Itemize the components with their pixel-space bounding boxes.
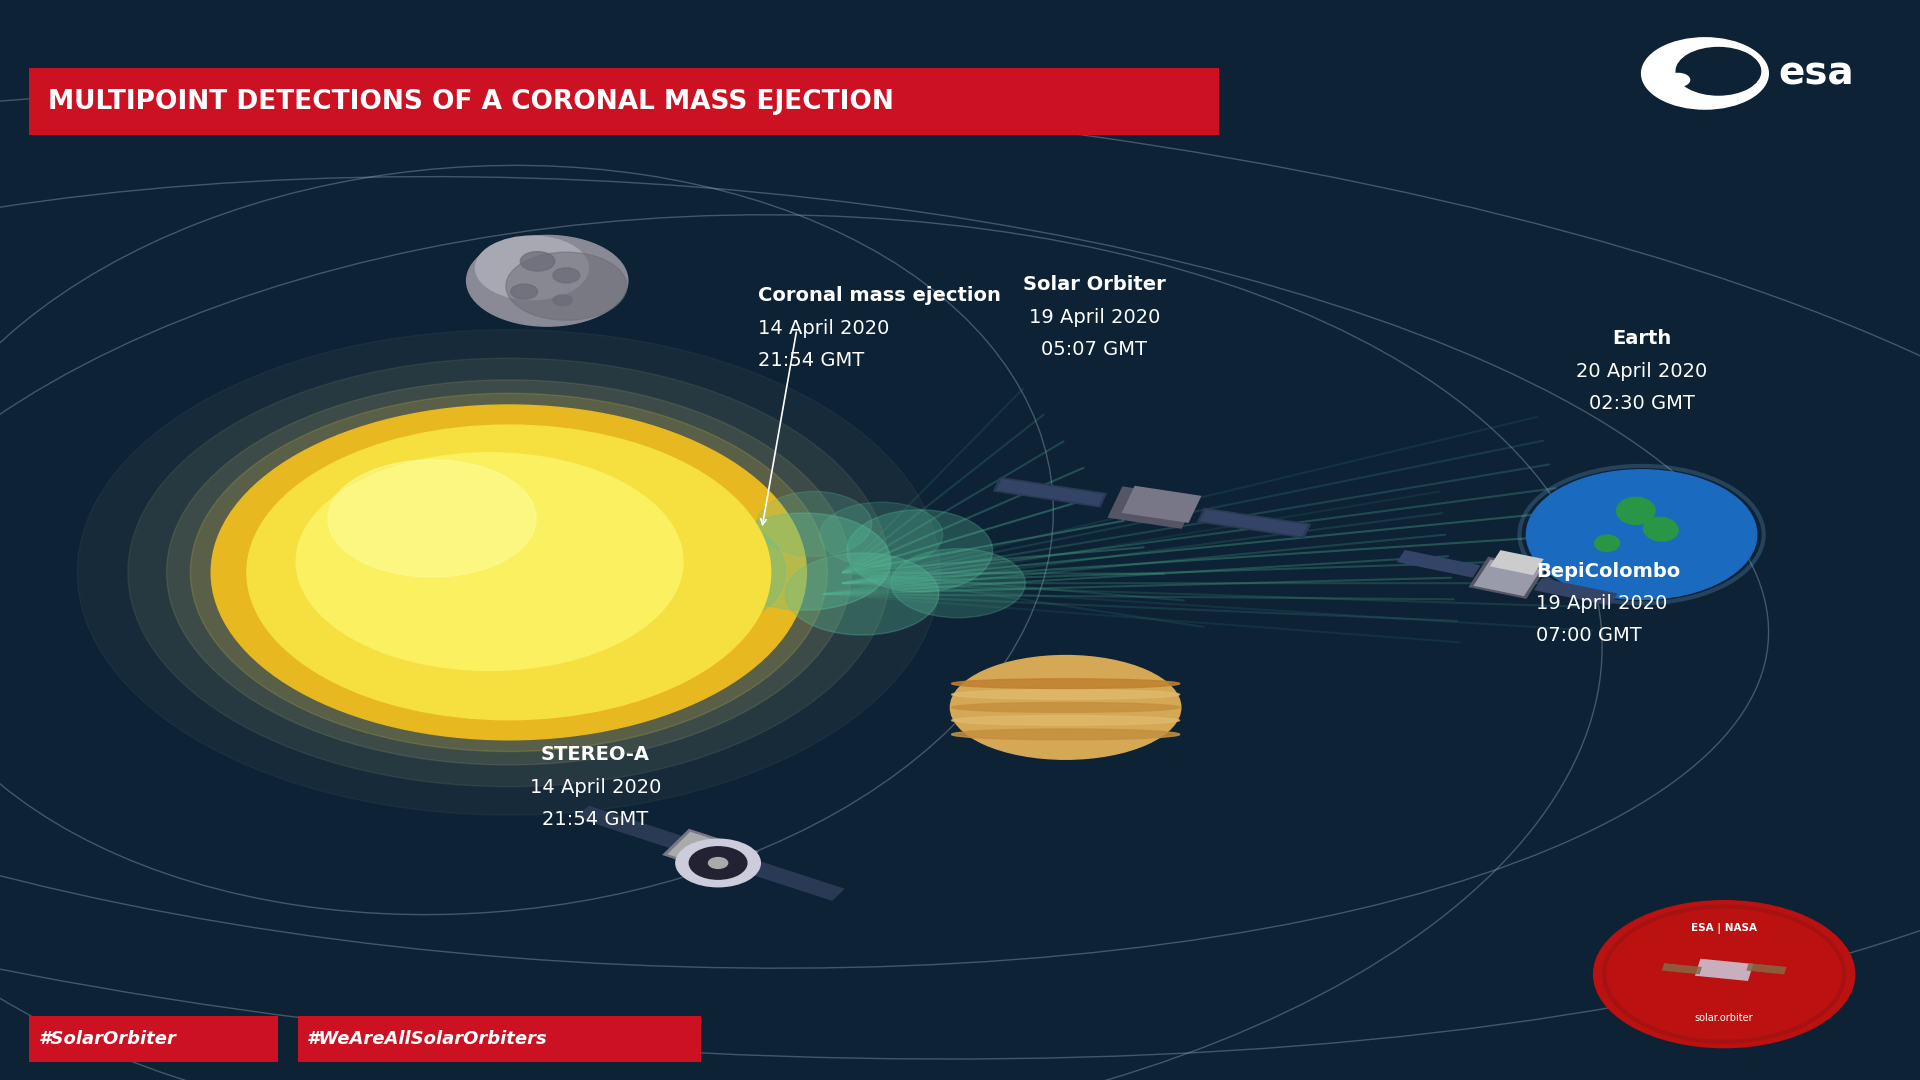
Circle shape xyxy=(505,253,626,320)
Polygon shape xyxy=(735,858,845,901)
Text: 21:54 GMT: 21:54 GMT xyxy=(541,810,649,829)
Circle shape xyxy=(553,268,580,283)
Text: 19 April 2020: 19 April 2020 xyxy=(1536,594,1667,613)
Polygon shape xyxy=(993,476,1108,508)
FancyBboxPatch shape xyxy=(29,1016,278,1062)
Polygon shape xyxy=(1108,486,1196,529)
Circle shape xyxy=(676,839,760,887)
Ellipse shape xyxy=(1594,536,1620,551)
Ellipse shape xyxy=(952,703,1179,713)
Polygon shape xyxy=(1398,550,1480,578)
Polygon shape xyxy=(576,806,685,849)
Polygon shape xyxy=(1490,550,1544,576)
Ellipse shape xyxy=(820,502,943,567)
Circle shape xyxy=(689,847,747,879)
Polygon shape xyxy=(662,828,758,878)
Polygon shape xyxy=(1469,556,1546,599)
Circle shape xyxy=(708,858,728,868)
Polygon shape xyxy=(996,478,1104,505)
Polygon shape xyxy=(1534,578,1617,606)
Text: solar.orbiter: solar.orbiter xyxy=(1695,1013,1753,1023)
Circle shape xyxy=(167,380,851,765)
Ellipse shape xyxy=(718,513,891,610)
Ellipse shape xyxy=(785,553,939,635)
Text: Coronal mass ejection: Coronal mass ejection xyxy=(758,286,1000,306)
Text: Earth: Earth xyxy=(1613,329,1670,349)
Polygon shape xyxy=(1200,510,1308,537)
Circle shape xyxy=(328,460,536,577)
Polygon shape xyxy=(668,832,753,875)
Ellipse shape xyxy=(952,729,1179,740)
Text: esa: esa xyxy=(1778,54,1853,93)
Text: MULTIPOINT DETECTIONS OF A CORONAL MASS EJECTION: MULTIPOINT DETECTIONS OF A CORONAL MASS … xyxy=(48,89,895,114)
Circle shape xyxy=(553,295,572,306)
Circle shape xyxy=(1667,73,1690,86)
Circle shape xyxy=(1642,38,1768,109)
Circle shape xyxy=(296,453,684,671)
Circle shape xyxy=(1676,48,1761,95)
Polygon shape xyxy=(1747,963,1786,974)
Text: 14 April 2020: 14 April 2020 xyxy=(758,319,889,338)
Ellipse shape xyxy=(847,510,993,592)
Text: 05:07 GMT: 05:07 GMT xyxy=(1041,340,1148,360)
Ellipse shape xyxy=(756,491,872,556)
Polygon shape xyxy=(1473,559,1542,596)
FancyBboxPatch shape xyxy=(29,68,1219,135)
Text: 20 April 2020: 20 April 2020 xyxy=(1576,362,1707,381)
Circle shape xyxy=(511,284,538,299)
Text: #SolarOrbiter: #SolarOrbiter xyxy=(38,1030,177,1048)
Circle shape xyxy=(248,426,770,719)
FancyBboxPatch shape xyxy=(298,1016,701,1062)
Circle shape xyxy=(211,405,806,740)
Circle shape xyxy=(476,237,588,299)
Ellipse shape xyxy=(1644,517,1678,541)
Text: ESA | NASA: ESA | NASA xyxy=(1692,923,1757,934)
Circle shape xyxy=(520,252,555,271)
Text: 14 April 2020: 14 April 2020 xyxy=(530,778,660,797)
Text: 02:30 GMT: 02:30 GMT xyxy=(1588,394,1695,414)
Circle shape xyxy=(467,235,628,326)
Polygon shape xyxy=(1121,486,1202,523)
Text: BepiColombo: BepiColombo xyxy=(1536,562,1680,581)
Text: 07:00 GMT: 07:00 GMT xyxy=(1536,626,1642,646)
Text: 19 April 2020: 19 April 2020 xyxy=(1029,308,1160,327)
Ellipse shape xyxy=(950,656,1181,759)
Circle shape xyxy=(1594,901,1855,1048)
Polygon shape xyxy=(1196,508,1311,539)
Ellipse shape xyxy=(952,689,1179,700)
Ellipse shape xyxy=(952,678,1179,689)
Text: #WeAreAllSolarOrbiters: #WeAreAllSolarOrbiters xyxy=(307,1030,547,1048)
Ellipse shape xyxy=(952,715,1179,726)
Circle shape xyxy=(129,359,889,786)
Ellipse shape xyxy=(1617,497,1655,524)
Circle shape xyxy=(190,393,828,752)
Polygon shape xyxy=(1695,959,1753,981)
Ellipse shape xyxy=(891,549,1025,618)
Ellipse shape xyxy=(670,524,785,621)
Polygon shape xyxy=(1663,963,1701,974)
Text: Solar Orbiter: Solar Orbiter xyxy=(1023,275,1165,295)
Circle shape xyxy=(1526,470,1757,599)
Text: STEREO-A: STEREO-A xyxy=(541,745,649,765)
Text: 21:54 GMT: 21:54 GMT xyxy=(758,351,864,370)
